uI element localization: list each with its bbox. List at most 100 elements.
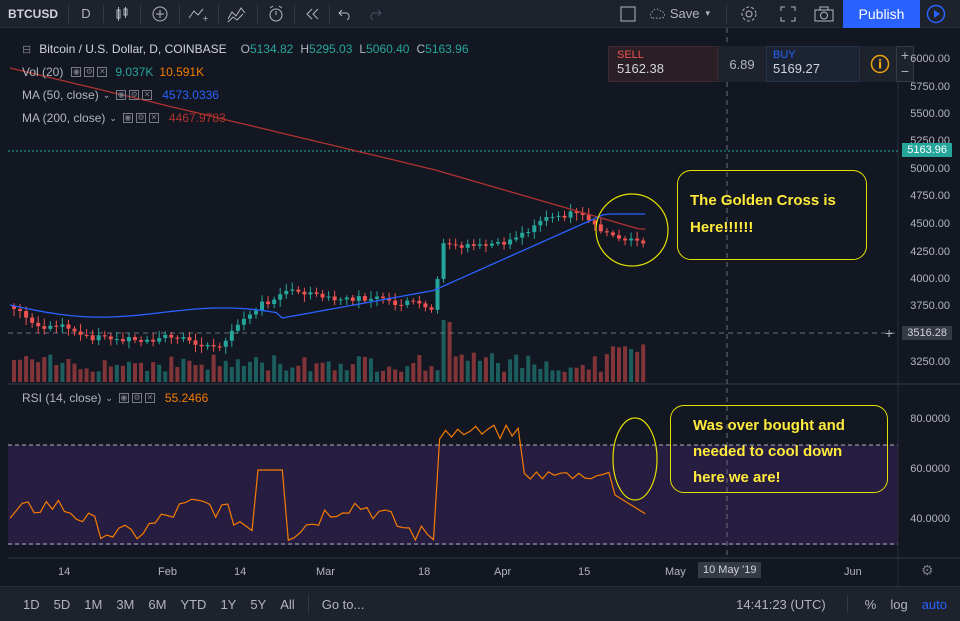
indicators-icon[interactable]: + [180,0,218,28]
volume-bar [356,356,361,382]
volume-bar [429,366,434,382]
ohlc-open-label: O [240,42,250,56]
undo-icon[interactable] [330,0,360,28]
compare-icon[interactable] [219,0,257,28]
volume-bar [447,322,452,382]
settings-gear-icon[interactable] [735,0,763,28]
range-button[interactable]: YTD [180,596,207,612]
volume-bar [181,358,186,382]
close-icon[interactable]: ✕ [148,113,159,123]
buy-label: BUY [773,49,796,61]
volume-bar [72,363,77,382]
divider [257,4,258,23]
chevron-down-icon[interactable]: ⌄ [109,112,117,123]
candle-body [187,337,192,341]
camera-icon[interactable] [810,0,838,28]
volume-bar [272,355,277,382]
volume-bar [332,370,337,382]
candles-icon[interactable] [104,0,140,28]
candle-body [320,293,325,298]
chevron-down-icon[interactable]: ⌄ [105,392,113,403]
volume-bar [623,346,628,382]
time-axis-label: 18 [418,566,431,578]
log-toggle[interactable]: log [890,596,908,612]
volume-bar [338,363,343,382]
buy-button[interactable]: BUY 5169.27 [766,46,860,82]
chevron-down-icon[interactable]: ⌄ [102,89,111,100]
fullscreen-icon[interactable] [774,0,802,28]
symbol-search[interactable]: BTCUSD [8,6,58,21]
ohlc-open: 5134.82 [249,42,294,56]
eye-icon[interactable]: ◉ [122,113,133,123]
volume-bar [217,366,222,382]
eye-icon[interactable]: ◉ [118,393,129,403]
range-button[interactable]: 5Y [250,596,267,612]
interval-button[interactable]: D [81,6,91,21]
sell-button[interactable]: SELL 5162.38 [608,46,718,82]
overbought-note[interactable]: Was over bought and needed to cool down … [670,405,888,493]
close-icon[interactable]: ✕ [144,393,155,403]
close-icon[interactable]: ✕ [142,90,153,100]
clock-time[interactable]: 14:41:23 (UTC) [736,596,826,612]
replay-icon[interactable] [295,0,329,28]
price-axis-label: 6000.00 [910,53,950,65]
zoom-controls[interactable]: + − [896,46,914,82]
auto-toggle[interactable]: auto [921,596,947,612]
price-axis-label: 4250.00 [910,246,950,258]
price-axis-label: 4000.00 [910,273,950,285]
alert-icon[interactable] [258,0,294,28]
range-button[interactable]: 1M [84,596,103,612]
volume-bar [344,370,349,382]
price-chart[interactable] [0,28,960,586]
percent-toggle[interactable]: % [864,596,877,612]
divider [329,4,330,23]
play-icon[interactable] [922,0,950,28]
redo-icon[interactable] [360,0,390,28]
price-axis-label: 3750.00 [910,300,950,312]
axis-settings-gear-icon[interactable]: ⚙ [921,562,934,578]
goto-button[interactable]: Go to... [321,596,365,612]
fullscreen-layout-icon[interactable] [613,0,643,28]
collapse-icon[interactable]: ⊟ [22,43,32,56]
eye-icon[interactable]: ◉ [116,90,127,100]
volume-ma-value: 10.591K [159,65,205,79]
divider [179,4,180,23]
close-icon[interactable]: ✕ [97,67,108,77]
candle-body [108,336,113,340]
save-button[interactable]: Save ▾ [648,0,710,28]
volume-bar [635,351,640,382]
settings-icon[interactable]: ⚙ [129,90,140,100]
eye-icon[interactable]: ◉ [71,67,82,77]
volume-label: Vol (20) [22,65,64,79]
volume-bar [193,365,198,382]
range-button[interactable]: 3M [116,596,135,612]
candle-body [284,290,289,295]
range-button[interactable]: 5D [53,596,71,612]
volume-bar [483,357,488,382]
range-button[interactable]: All [280,596,295,612]
candle-body [375,296,379,299]
add-indicator-icon[interactable] [141,0,179,28]
range-button[interactable]: 6M [148,596,167,612]
settings-icon[interactable]: ⚙ [135,113,146,123]
candle-body [30,317,35,323]
publish-button[interactable]: Publish [843,0,920,28]
candle-body [344,297,349,300]
info-icon[interactable]: i [860,46,900,82]
settings-icon[interactable]: ⚙ [84,67,95,77]
volume-bar [42,357,47,382]
settings-icon[interactable]: ⚙ [131,393,142,403]
volume-bar [308,371,313,382]
range-button[interactable]: 1D [23,596,40,612]
candle-body [544,217,549,221]
rsi-axis-label: 80.0000 [910,413,950,425]
volume-bar [84,368,89,382]
candle-body [223,340,228,347]
range-button[interactable]: 1Y [220,596,237,612]
golden-cross-note[interactable]: The Golden Cross is Here!!!!!! [677,170,867,260]
volume-bar [496,363,500,382]
time-axis-label: 14 [58,566,71,578]
candle-body [151,339,156,342]
candle-body [496,242,500,244]
plus-icon[interactable]: + [885,325,894,341]
